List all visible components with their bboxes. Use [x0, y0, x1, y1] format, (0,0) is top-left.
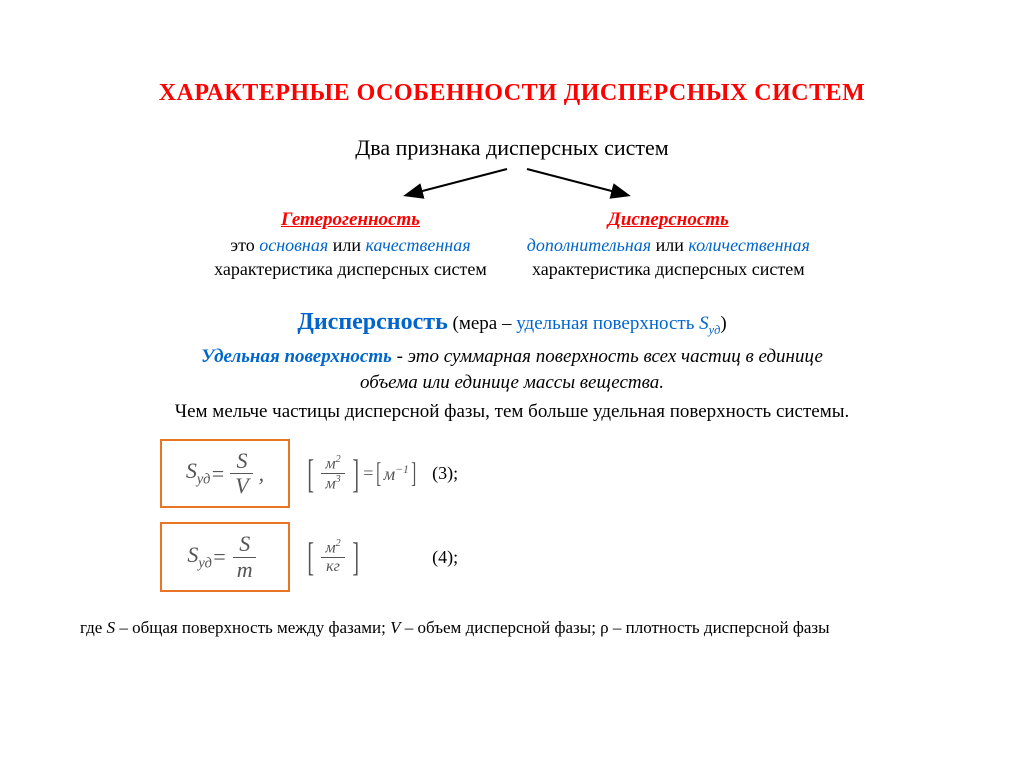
unit: м — [325, 540, 335, 557]
dispersion-word: Дисперсность — [297, 309, 447, 335]
units-1: [ м2 м3 ] = [ м−1 ] — [304, 454, 418, 493]
formulas-block: Sуд = S V , [ м2 м3 ] = — [160, 439, 964, 592]
main-title: ХАРАКТЕРНЫЕ ОСОБЕННОСТИ ДИСПЕРСНЫХ СИСТЕ… — [60, 80, 964, 107]
text-accent: количественная — [688, 235, 810, 255]
text: это — [230, 235, 259, 255]
unit: м — [325, 456, 335, 473]
subscript: уд — [198, 555, 212, 571]
text: где — [80, 618, 107, 637]
text-accent: основная — [259, 235, 328, 255]
definition-lead: Удельная поверхность — [201, 346, 392, 367]
unit-fraction: м2 м3 — [321, 454, 344, 493]
denominator: V — [229, 474, 254, 498]
branch-left-line2: характеристика дисперсных систем — [214, 257, 487, 281]
text: или — [651, 235, 688, 255]
unit: кг — [322, 558, 344, 576]
symbol: S — [107, 618, 116, 637]
superscript: 3 — [336, 474, 341, 485]
paren: ) — [720, 313, 726, 334]
text: – объем дисперсной фазы; ρ – плотность д… — [401, 618, 830, 637]
symbol-s: S — [699, 313, 709, 334]
branch-left: Гетерогенность это основная или качестве… — [214, 207, 487, 281]
branch-left-heading: Гетерогенность — [214, 207, 487, 233]
text: мера — [459, 313, 502, 334]
plain-statement: Чем мельче частицы дисперсной фазы, тем … — [60, 399, 964, 425]
definition-line: Удельная поверхность - это суммарная пов… — [60, 344, 964, 395]
superscript: 2 — [336, 538, 341, 549]
numerator: S — [233, 532, 256, 557]
fraction: S m — [231, 532, 259, 581]
superscript: 2 — [336, 454, 341, 465]
dispersion-heading: Дисперсность (мера – удельная поверхност… — [60, 309, 964, 338]
paren: ( — [448, 313, 459, 334]
definition-text: объема или единице массы вещества. — [360, 372, 664, 393]
text: – общая поверхность между фазами; — [115, 618, 390, 637]
branch-right-line2: характеристика дисперсных систем — [527, 257, 810, 281]
numerator: S — [230, 449, 253, 474]
text-accent: дополнительная — [527, 235, 651, 255]
slide-content: ХАРАКТЕРНЫЕ ОСОБЕННОСТИ ДИСПЕРСНЫХ СИСТЕ… — [0, 0, 1024, 658]
branch-right-heading: Дисперсность — [527, 207, 810, 233]
equation-number: (4); — [432, 547, 458, 568]
subtitle: Два признака дисперсных систем — [60, 135, 964, 161]
subscript: уд — [197, 472, 211, 488]
text: или — [328, 235, 365, 255]
comma: , — [259, 461, 265, 487]
unit-fraction: м2 кг — [321, 538, 344, 576]
formula-row-2: Sуд = S m [ м2 кг ] (4); — [160, 522, 964, 591]
subscript: уд — [709, 323, 721, 337]
branch-right: Дисперсность дополнительная или количест… — [527, 207, 810, 281]
superscript: −1 — [395, 463, 409, 476]
branch-arrows — [352, 165, 672, 201]
fraction: S V — [229, 449, 254, 498]
branch-right-line1: дополнительная или количественная — [527, 233, 810, 257]
branch-left-line1: это основная или качественная — [214, 233, 487, 257]
formula-box-1: Sуд = S V , — [160, 439, 290, 508]
equals: = — [210, 461, 225, 487]
equals: = — [362, 463, 374, 484]
unit: м — [384, 464, 396, 484]
footnote: где S – общая поверхность между фазами; … — [80, 618, 964, 638]
dash: – — [502, 313, 516, 334]
units-2: [ м2 кг ] — [304, 538, 362, 576]
two-branches: Гетерогенность это основная или качестве… — [60, 207, 964, 281]
equation-number: (3); — [432, 463, 458, 484]
text-accent: качественная — [365, 235, 470, 255]
formula-box-2: Sуд = S m — [160, 522, 290, 591]
symbol: S — [186, 458, 197, 483]
unit: м — [325, 475, 335, 492]
symbol: S — [187, 542, 198, 567]
denominator: m — [231, 558, 259, 582]
symbol: V — [390, 618, 400, 637]
formula-row-1: Sуд = S V , [ м2 м3 ] = — [160, 439, 964, 508]
equals: = — [212, 544, 227, 570]
text-accent: удельная поверхность — [516, 313, 699, 334]
definition-text: - это суммарная поверхность всех частиц … — [392, 346, 823, 367]
